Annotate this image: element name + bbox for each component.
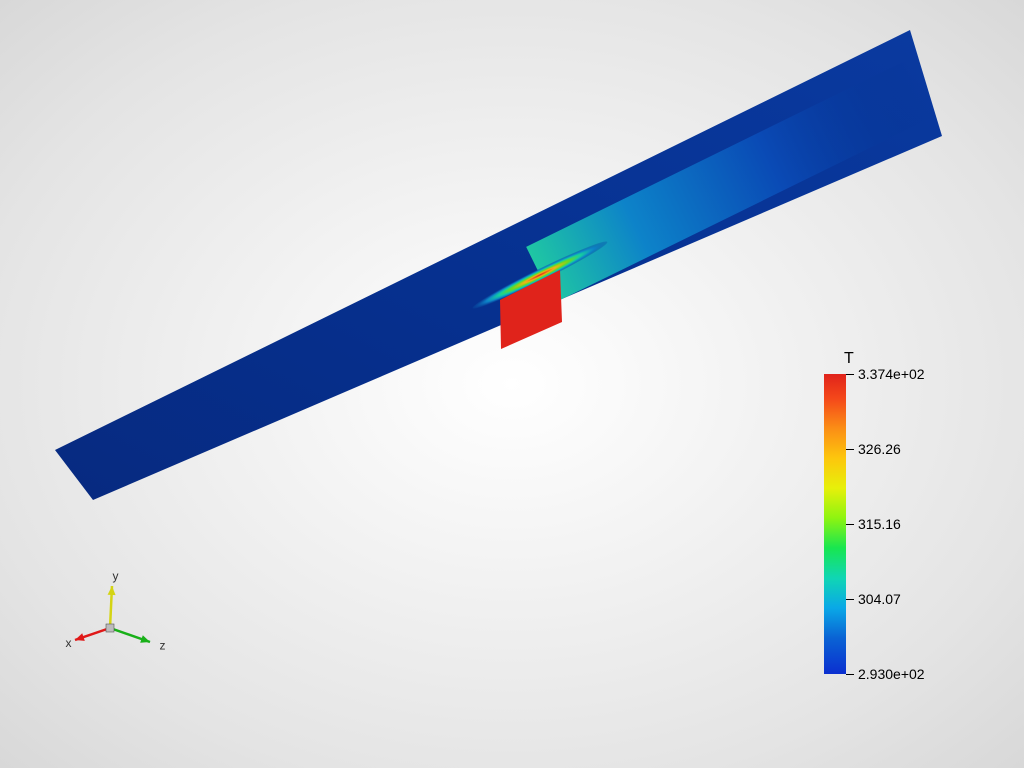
- legend-tick-label: 315.16: [858, 516, 901, 532]
- triad-axis-label: z: [159, 638, 165, 652]
- triad-axis-y: y: [108, 569, 119, 628]
- legend-tick: 326.26: [846, 441, 901, 457]
- render-viewport[interactable]: xyz T 3.374e+02326.26315.16304.072.930e+…: [0, 0, 1024, 768]
- legend-tick-label: 3.374e+02: [858, 366, 925, 382]
- legend-tick: 304.07: [846, 591, 901, 607]
- legend-tick: 315.16: [846, 516, 901, 532]
- plate-surface: [55, 30, 942, 500]
- legend-tick-label: 326.26: [858, 441, 901, 457]
- legend-tick-label: 2.930e+02: [858, 666, 925, 682]
- color-legend: T 3.374e+02326.26315.16304.072.930e+02: [824, 350, 964, 674]
- triad-axis-x: x: [66, 628, 110, 650]
- legend-tick: 3.374e+02: [846, 366, 925, 382]
- thermal-wake: [526, 58, 938, 303]
- legend-colorbar: [824, 374, 846, 674]
- legend-tick: 2.930e+02: [846, 666, 925, 682]
- orientation-triad[interactable]: x y z: [50, 568, 170, 688]
- triad-axis-z: z: [110, 628, 165, 652]
- triad-origin: [106, 624, 114, 632]
- triad-axis-label: x: [66, 636, 72, 650]
- legend-tick-label: 304.07: [858, 591, 901, 607]
- triad-axis-label: y: [112, 569, 118, 583]
